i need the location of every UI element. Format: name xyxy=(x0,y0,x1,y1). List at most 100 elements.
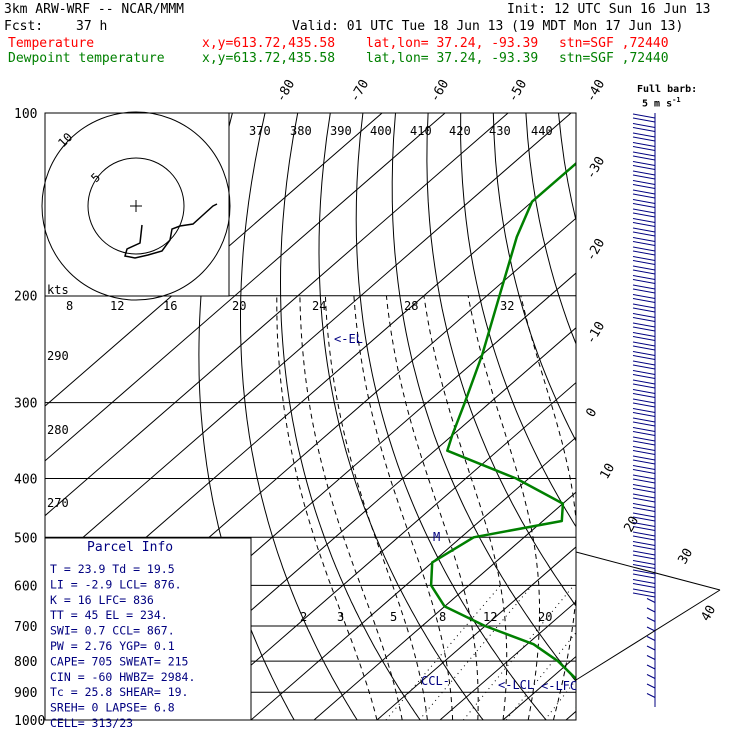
barb-flag xyxy=(632,322,656,328)
mixing-ratio-line xyxy=(463,584,575,720)
barb-flag xyxy=(632,123,656,128)
barb-flag xyxy=(632,488,656,493)
dry-adiabat xyxy=(558,113,576,223)
barb-flag xyxy=(632,298,656,303)
barb-flag xyxy=(632,113,656,119)
wind-barb xyxy=(632,370,656,379)
mixing-ratio-label: 2 xyxy=(300,610,307,624)
isotherm-label: -50 xyxy=(505,77,530,105)
barb-flag xyxy=(632,474,656,480)
barb-flag xyxy=(632,417,656,423)
theta-top-label: 400 xyxy=(370,124,392,138)
barb-flag xyxy=(632,535,656,541)
legend-dewpoint: Dewpoint temperature xyxy=(8,51,165,66)
barb-flag xyxy=(632,284,656,290)
parcel-row: PW = 2.76 YGP= 0.1 xyxy=(50,639,175,653)
wind-barb xyxy=(632,379,656,389)
barb-flag xyxy=(632,440,656,446)
barb-flag xyxy=(632,573,656,579)
wind-barb xyxy=(632,569,656,579)
isotherm-label: 10 xyxy=(597,461,618,482)
barb-flag xyxy=(632,184,656,189)
wind-barb xyxy=(632,560,656,569)
wind-barb xyxy=(632,512,656,522)
moist-adiabat xyxy=(276,295,378,720)
isotherm xyxy=(376,546,576,720)
mixing-ratio-line xyxy=(505,631,576,720)
legend-dewpoint-xy: x,y=613.72,435.58 xyxy=(202,51,336,66)
barb-flag xyxy=(632,351,656,356)
wind-barb xyxy=(632,208,656,218)
hodograph-trace xyxy=(124,203,218,259)
parcel-row: SREH= 0 LAPSE= 6.8 xyxy=(50,701,175,715)
isotherm xyxy=(692,113,740,720)
barb-flag xyxy=(646,683,656,689)
wind-barb xyxy=(632,503,656,512)
wind-barb xyxy=(632,113,656,123)
pressure-tick-label: 1000 xyxy=(14,714,45,729)
barb-flag xyxy=(632,459,656,465)
barb-flag xyxy=(646,645,656,651)
barb-flag xyxy=(632,193,656,199)
pressure-tick-label: 100 xyxy=(14,107,37,122)
moist-adiabat xyxy=(579,296,623,720)
wind-barb xyxy=(632,341,656,351)
legend-dewpoint-latlon: lat,lon= 37.24, -93.39 xyxy=(366,51,539,66)
barb-flag xyxy=(646,626,656,632)
barb-flag xyxy=(632,161,656,166)
barb-flag xyxy=(632,564,656,569)
moist-adiabat xyxy=(324,295,428,720)
parcel-row: Tc = 25.8 SHEAR= 19. xyxy=(50,685,188,699)
barb-flag xyxy=(632,208,656,214)
barb-flag xyxy=(632,227,656,233)
isotherm-label: -30 xyxy=(583,154,608,182)
barb-flag xyxy=(632,465,656,470)
barb-flag xyxy=(632,132,656,138)
barb-flag xyxy=(632,427,656,432)
isotherm-label: -20 xyxy=(583,236,608,264)
dry-adiabat xyxy=(525,113,576,346)
dry-adiabat xyxy=(355,113,547,720)
moist-adiabat xyxy=(299,295,403,720)
wind-barb xyxy=(632,180,656,189)
barb-flag xyxy=(632,412,656,417)
barb-flag xyxy=(632,503,656,508)
barb-flag xyxy=(632,569,656,575)
chart-frame xyxy=(44,112,577,721)
barb-flag xyxy=(632,307,656,313)
barb-flag xyxy=(632,484,656,489)
full-barb-label: Full barb: xyxy=(637,84,698,95)
barb-flag xyxy=(632,512,656,518)
hodo-speed-label: 8 xyxy=(66,299,73,313)
legend-temperature-station: stn=SGF ,72440 xyxy=(559,36,669,51)
dry-adiabat xyxy=(279,113,421,720)
barb-flag xyxy=(632,455,656,461)
barb-flag xyxy=(632,336,656,341)
isotherm xyxy=(250,436,576,720)
hodo-speed-label: 12 xyxy=(110,299,124,313)
isotherm xyxy=(629,113,740,720)
theta-label: 270 xyxy=(47,496,69,510)
valid-time: Valid: 01 UTC Tue 18 Jun 13 (19 MDT Mon … xyxy=(292,19,684,34)
theta-label: 280 xyxy=(47,423,69,437)
wind-barb xyxy=(632,408,656,417)
theta-top-label: 420 xyxy=(449,124,471,138)
barb-flag xyxy=(632,364,656,370)
wind-barb xyxy=(632,455,656,465)
wind-barb xyxy=(632,522,656,531)
barb-flag xyxy=(632,332,656,337)
moist-adiabat xyxy=(467,295,540,720)
wind-barb xyxy=(632,199,656,208)
moist-adiabat xyxy=(629,296,740,720)
hodo-speed-label: 28 xyxy=(404,299,418,313)
barb-flag xyxy=(632,469,656,474)
moist-adiabat xyxy=(353,295,454,720)
barb-flag xyxy=(632,326,656,332)
dry-adiabat xyxy=(426,113,576,607)
barb-flag xyxy=(632,398,656,404)
wind-barb xyxy=(646,683,656,689)
dry-adiabat xyxy=(624,113,740,720)
wind-barb xyxy=(632,332,656,341)
barb-flag xyxy=(632,345,656,351)
